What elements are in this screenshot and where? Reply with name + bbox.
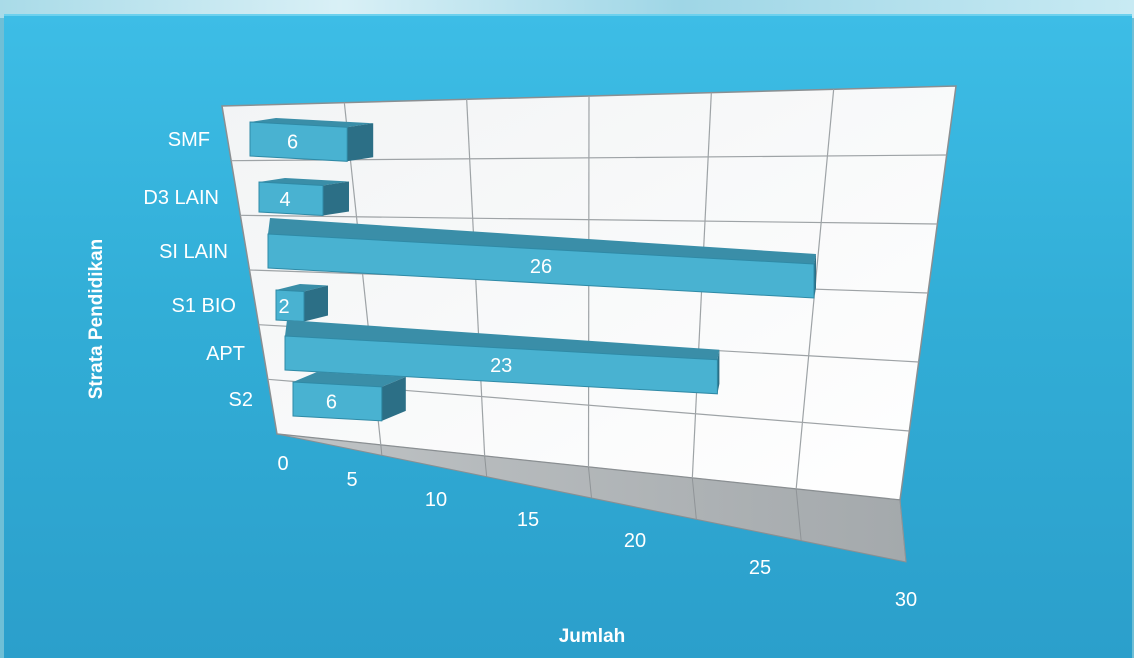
category-label: SMF <box>168 129 210 151</box>
bars <box>249 118 816 422</box>
data-label: 23 <box>490 355 512 377</box>
data-label: 6 <box>287 132 298 154</box>
x-axis-title: Jumlah <box>559 626 626 647</box>
category-label: S1 BIO <box>172 295 236 317</box>
x-tick-label: 25 <box>749 557 771 579</box>
chart-slide: 6 SMF 4 D3 LAIN 26 SI LAIN 2 S1 BIO 23 APT 6 S2 0 5 10… <box>4 14 1132 658</box>
bar-front-face <box>249 121 348 162</box>
category-label: SI LAIN <box>159 241 228 263</box>
bar-side-face <box>381 376 406 421</box>
data-label: 2 <box>278 296 289 318</box>
bar-side-face <box>304 285 328 322</box>
bar-smf <box>249 118 374 162</box>
floor-gridline <box>899 499 907 563</box>
bar-top-face <box>276 284 328 292</box>
category-label: APT <box>206 343 245 365</box>
bar-front-face <box>284 335 718 395</box>
category-label: D3 LAIN <box>143 187 219 209</box>
bar-top-face <box>268 218 816 264</box>
floor-gridline <box>380 444 383 456</box>
bar-side-face <box>347 123 374 162</box>
data-label: 4 <box>279 189 290 211</box>
bar-top-face <box>285 320 720 360</box>
bar-s2 <box>292 372 406 422</box>
bar-apt <box>284 320 720 395</box>
bar-chart-3d: 6 SMF 4 D3 LAIN 26 SI LAIN 2 S1 BIO 23 APT 6 S2 0 5 10… <box>86 85 957 647</box>
data-label: 6 <box>326 391 337 413</box>
y-axis-title: Strata Pendidikan <box>86 239 107 400</box>
x-tick-label: 5 <box>346 469 357 491</box>
bar-top-face <box>250 118 374 128</box>
x-tick-label: 20 <box>624 530 646 552</box>
bar-front-face <box>258 181 324 217</box>
bar-front-face <box>292 381 383 422</box>
floor-gridline <box>484 455 488 477</box>
bar-s1-bio <box>275 284 328 323</box>
x-tick-label: 15 <box>517 509 539 531</box>
x-tick-label: 10 <box>425 489 447 511</box>
bar-side-face <box>323 181 349 216</box>
data-label: 26 <box>530 256 552 278</box>
bar-front-face <box>267 233 815 299</box>
bar-d3-lain <box>258 178 349 217</box>
x-tick-label: 0 <box>277 453 288 475</box>
floor-gridline <box>588 466 592 499</box>
labels: 6 SMF 4 D3 LAIN 26 SI LAIN 2 S1 BIO 23 APT 6 S2 0 5 10… <box>143 129 917 611</box>
category-label: S2 <box>229 389 253 411</box>
bar-si-lain <box>267 218 816 299</box>
bar-top-face <box>259 178 349 186</box>
x-tick-label: 30 <box>895 589 917 611</box>
floor-gridline <box>691 477 697 520</box>
top-strip <box>0 0 1134 18</box>
gridline-horizontal <box>240 214 938 225</box>
floor-gridline <box>795 488 802 541</box>
